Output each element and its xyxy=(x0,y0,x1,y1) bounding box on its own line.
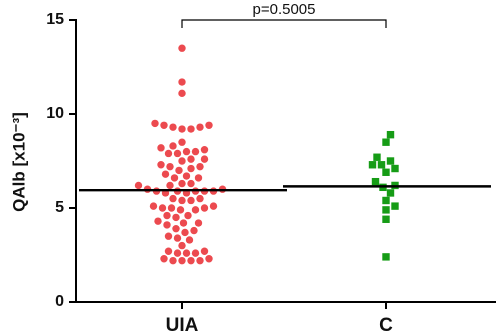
data-point xyxy=(164,232,173,240)
data-point xyxy=(178,196,186,205)
data-point xyxy=(173,149,182,158)
data-point xyxy=(382,196,390,205)
y-tick-label: 10 xyxy=(46,105,64,122)
data-point xyxy=(182,172,191,180)
data-point xyxy=(149,202,158,210)
data-point xyxy=(170,174,179,182)
data-point xyxy=(151,119,159,128)
data-point xyxy=(160,255,168,263)
y-axis-label: QAlb [x10⁻³] xyxy=(9,112,28,212)
data-point xyxy=(175,166,183,175)
significance-bracket xyxy=(181,19,387,28)
x-tick-label: UIA xyxy=(166,315,199,336)
data-point xyxy=(172,213,180,222)
data-point xyxy=(161,170,170,178)
data-point xyxy=(160,121,168,129)
data-point xyxy=(164,247,173,255)
data-point xyxy=(196,194,204,203)
data-point xyxy=(178,179,186,188)
data-point xyxy=(169,194,177,203)
data-point xyxy=(187,256,195,265)
data-point xyxy=(178,125,186,133)
data-point xyxy=(176,206,185,214)
data-point xyxy=(196,162,204,171)
data-point xyxy=(386,189,395,197)
x-tick-label: C xyxy=(379,315,393,336)
y-tick-label: 5 xyxy=(55,199,64,216)
data-point xyxy=(194,174,203,182)
data-point xyxy=(182,249,191,257)
data-point xyxy=(185,236,194,244)
data-point xyxy=(178,44,186,52)
data-point xyxy=(382,138,390,146)
data-point xyxy=(167,204,176,212)
data-point xyxy=(382,168,390,176)
data-point xyxy=(187,164,195,173)
data-point xyxy=(391,164,399,173)
data-point xyxy=(191,147,200,156)
data-point xyxy=(173,249,182,257)
data-point xyxy=(169,256,177,265)
data-point xyxy=(181,228,189,237)
data-point xyxy=(200,155,209,163)
data-point xyxy=(205,121,213,129)
data-point xyxy=(178,157,186,165)
data-point xyxy=(164,149,173,158)
data-point xyxy=(182,147,191,156)
data-point xyxy=(166,162,174,171)
data-point xyxy=(196,123,204,131)
data-point xyxy=(191,249,200,257)
data-point xyxy=(196,256,204,265)
data-point xyxy=(163,221,171,229)
data-point xyxy=(169,123,177,131)
data-point xyxy=(178,256,186,265)
data-point xyxy=(178,89,186,98)
data-point xyxy=(368,161,377,169)
data-point xyxy=(178,78,186,86)
data-point xyxy=(173,234,182,242)
data-point xyxy=(163,211,171,220)
data-point xyxy=(187,155,195,163)
data-point xyxy=(166,181,174,190)
data-point xyxy=(382,215,390,223)
data-point xyxy=(200,204,209,212)
data-point xyxy=(169,142,177,150)
data-point xyxy=(157,144,165,152)
y-tick-label: 15 xyxy=(46,11,64,28)
data-point xyxy=(178,241,186,250)
data-point xyxy=(134,181,143,190)
data-point xyxy=(209,202,218,210)
y-tick-label: 0 xyxy=(55,293,64,310)
data-point xyxy=(386,157,395,165)
data-point xyxy=(187,179,195,188)
data-point xyxy=(382,206,390,214)
data-point xyxy=(179,219,188,227)
data-point xyxy=(377,161,386,169)
data-point xyxy=(158,204,167,212)
data-point xyxy=(190,226,198,235)
data-point xyxy=(382,253,390,261)
data-point xyxy=(154,217,162,225)
data-point xyxy=(187,196,195,205)
data-point xyxy=(205,255,213,263)
data-point xyxy=(386,130,395,139)
data-point xyxy=(391,202,399,210)
data-point xyxy=(187,125,195,133)
data-point xyxy=(200,247,209,255)
p-value: p=0.5005 xyxy=(253,1,316,18)
data-point xyxy=(157,161,165,169)
data-point xyxy=(172,224,180,233)
data-point xyxy=(184,211,192,220)
data-point xyxy=(200,146,209,154)
data-point xyxy=(191,206,200,214)
data-point xyxy=(194,219,203,227)
data-point xyxy=(373,153,381,161)
data-point xyxy=(178,138,186,146)
data-point xyxy=(371,177,380,186)
